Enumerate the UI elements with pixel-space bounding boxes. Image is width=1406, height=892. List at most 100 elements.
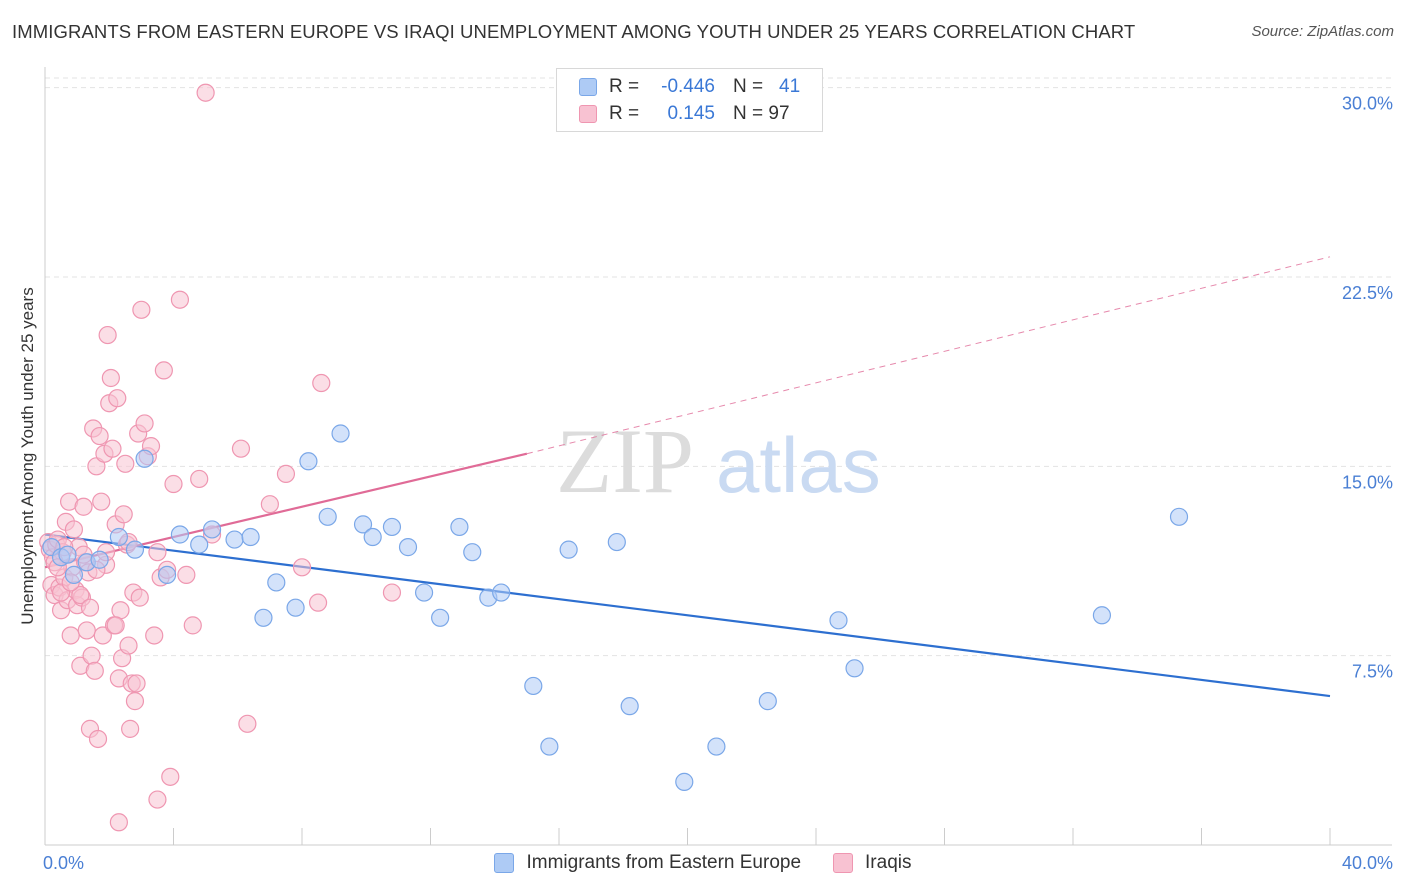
- point-iraqis: [164, 474, 183, 494]
- legend-r-value: -0.446: [661, 76, 715, 97]
- point-iraqis: [132, 300, 151, 319]
- point-eastern-europe: [829, 611, 848, 630]
- point-eastern-europe: [125, 540, 145, 559]
- point-eastern-europe: [1169, 507, 1189, 526]
- point-iraqis: [88, 729, 108, 749]
- legend-row-eastern-europe: R = -0.446 N = 41: [579, 76, 800, 98]
- point-eastern-europe: [267, 573, 286, 592]
- point-iraqis: [276, 464, 296, 484]
- point-iraqis: [148, 543, 167, 562]
- point-iraqis: [177, 565, 196, 584]
- point-iraqis: [312, 373, 331, 393]
- legend-r-label: R =: [609, 76, 640, 97]
- trend-line-eastern-europe: [44, 533, 1331, 698]
- series-legend: Immigrants from Eastern Europe Iraqis: [0, 852, 1406, 874]
- watermark-zip: ZIP: [556, 410, 694, 512]
- point-eastern-europe: [620, 697, 639, 716]
- point-iraqis: [260, 495, 279, 514]
- point-iraqis: [196, 83, 215, 102]
- point-eastern-europe: [64, 565, 84, 584]
- chart-title: IMMIGRANTS FROM EASTERN EUROPE VS IRAQI …: [12, 21, 1136, 42]
- point-iraqis: [74, 497, 93, 516]
- legend-swatch-blue: [579, 78, 597, 96]
- point-iraqis: [103, 439, 122, 458]
- point-eastern-europe: [845, 659, 864, 678]
- point-eastern-europe: [463, 543, 482, 562]
- point-eastern-europe: [559, 540, 578, 559]
- legend-n-label: N = 97: [733, 103, 790, 124]
- legend-item-iraqis: Iraqis: [833, 852, 912, 874]
- point-eastern-europe: [758, 692, 777, 711]
- point-eastern-europe: [202, 520, 222, 539]
- x-tick-label-min: 0.0%: [43, 853, 84, 873]
- point-iraqis: [64, 520, 84, 539]
- legend-label: Iraqis: [865, 852, 912, 873]
- point-iraqis: [308, 593, 328, 612]
- source-label: Source: ZipAtlas.com: [1251, 23, 1394, 40]
- point-eastern-europe: [241, 527, 260, 547]
- point-iraqis: [114, 505, 133, 524]
- trend-line-iraqis-extension: [526, 256, 1331, 455]
- point-iraqis: [238, 714, 257, 733]
- point-iraqis: [154, 361, 173, 380]
- point-iraqis: [111, 601, 130, 620]
- y-tick-label: 22.5%: [1342, 283, 1393, 303]
- point-eastern-europe: [607, 532, 626, 552]
- point-eastern-europe: [492, 583, 511, 602]
- correlation-legend: R = -0.446 N = 41 R = 0.145 N = 97: [556, 68, 823, 132]
- legend-swatch-blue: [494, 853, 515, 873]
- point-iraqis: [292, 558, 312, 577]
- point-eastern-europe: [707, 737, 726, 756]
- point-iraqis: [190, 469, 209, 489]
- point-iraqis: [119, 636, 138, 655]
- point-iraqis: [231, 439, 251, 458]
- point-eastern-europe: [299, 452, 318, 471]
- point-eastern-europe: [58, 545, 77, 564]
- point-eastern-europe: [135, 449, 154, 468]
- point-iraqis: [71, 585, 90, 605]
- point-eastern-europe: [398, 538, 418, 557]
- tick-labels: 7.5% 15.0% 22.5% 30.0% 0.0% 40.0%: [43, 94, 1393, 873]
- data-points: [39, 83, 1189, 832]
- point-iraqis: [127, 674, 146, 693]
- point-iraqis: [108, 389, 127, 408]
- point-iraqis: [148, 790, 167, 809]
- point-eastern-europe: [157, 565, 177, 584]
- legend-label: Immigrants from Eastern Europe: [526, 852, 802, 873]
- point-iraqis: [82, 646, 101, 665]
- point-eastern-europe: [1092, 606, 1112, 625]
- point-iraqis: [92, 492, 111, 511]
- point-eastern-europe: [331, 424, 350, 443]
- point-eastern-europe: [524, 676, 543, 696]
- watermark: ZIP atlas: [556, 410, 881, 512]
- legend-swatch-pink: [579, 105, 597, 123]
- point-iraqis: [382, 583, 402, 602]
- point-eastern-europe: [109, 527, 128, 547]
- y-tick-label: 7.5%: [1352, 662, 1393, 682]
- point-iraqis: [93, 626, 112, 645]
- y-tick-label: 15.0%: [1342, 472, 1393, 492]
- y-axis-label: Unemployment Among Youth under 25 years: [18, 287, 37, 625]
- point-iraqis: [85, 661, 104, 680]
- point-eastern-europe: [254, 608, 273, 627]
- point-iraqis: [109, 813, 128, 832]
- legend-item-eastern-europe: Immigrants from Eastern Europe: [494, 852, 801, 874]
- point-iraqis: [101, 368, 120, 388]
- point-iraqis: [61, 626, 80, 645]
- point-iraqis: [145, 626, 164, 645]
- point-iraqis: [183, 616, 202, 635]
- point-eastern-europe: [414, 583, 434, 602]
- legend-swatch-pink: [833, 853, 854, 873]
- point-iraqis: [98, 325, 117, 345]
- point-iraqis: [130, 588, 149, 607]
- x-tick-label-max: 40.0%: [1342, 853, 1393, 873]
- point-eastern-europe: [450, 517, 469, 537]
- y-tick-label: 30.0%: [1342, 94, 1393, 114]
- point-iraqis: [170, 290, 190, 309]
- legend-n-label: N =: [733, 76, 764, 97]
- point-iraqis: [125, 692, 145, 711]
- point-iraqis: [161, 767, 180, 786]
- point-eastern-europe: [190, 535, 209, 554]
- axes: [44, 67, 1392, 846]
